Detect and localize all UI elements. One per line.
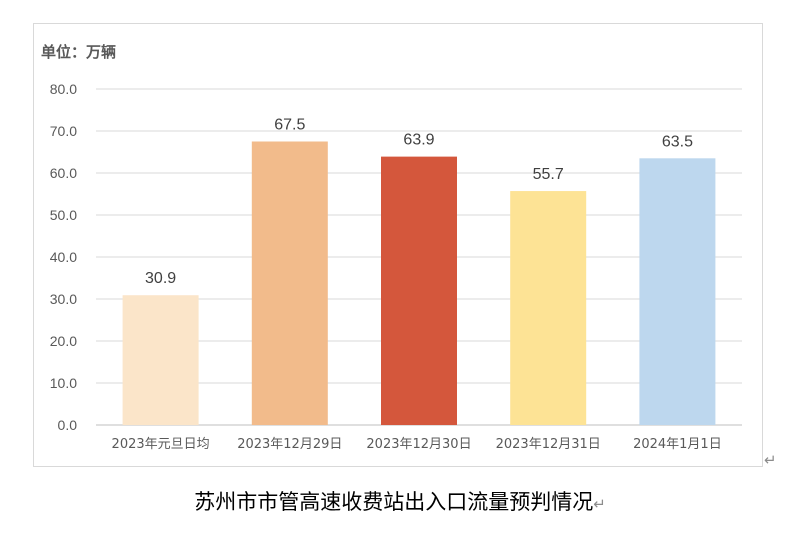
bar xyxy=(251,141,328,425)
y-tick-label: 80.0 xyxy=(50,81,77,97)
y-tick-label: 10.0 xyxy=(50,375,77,391)
data-label: 63.9 xyxy=(403,132,434,149)
caption-paragraph-mark: ↵ xyxy=(593,495,606,513)
y-tick-label: 0.0 xyxy=(58,417,78,433)
y-tick-label: 70.0 xyxy=(50,123,77,139)
bar xyxy=(122,295,199,425)
caption-text: 苏州市市管高速收费站出入口流量预判情况 xyxy=(194,490,594,514)
x-tick-label: 2023年12月31日 xyxy=(496,437,601,452)
chart-caption: 苏州市市管高速收费站出入口流量预判情况↵ xyxy=(0,486,800,516)
x-tick-label: 2024年1月1日 xyxy=(633,437,722,452)
bar xyxy=(639,158,716,426)
x-tick-label: 2023年12月30日 xyxy=(366,437,471,452)
paragraph-mark: ↵ xyxy=(764,451,777,469)
y-tick-label: 20.0 xyxy=(50,333,77,349)
data-label: 63.5 xyxy=(662,133,693,150)
y-tick-label: 30.0 xyxy=(50,291,77,307)
data-label: 30.9 xyxy=(145,270,176,287)
y-tick-label: 50.0 xyxy=(50,207,77,223)
x-tick-label: 2023年元旦日均 xyxy=(112,437,210,452)
x-tick-label: 2023年12月29日 xyxy=(237,437,342,452)
y-tick-label: 40.0 xyxy=(50,249,77,265)
bar xyxy=(510,191,587,425)
data-label: 55.7 xyxy=(533,166,564,183)
y-tick-label: 60.0 xyxy=(50,165,77,181)
bar xyxy=(381,156,457,425)
unit-label: 单位：万辆 xyxy=(41,43,117,61)
data-label: 67.5 xyxy=(274,117,305,134)
